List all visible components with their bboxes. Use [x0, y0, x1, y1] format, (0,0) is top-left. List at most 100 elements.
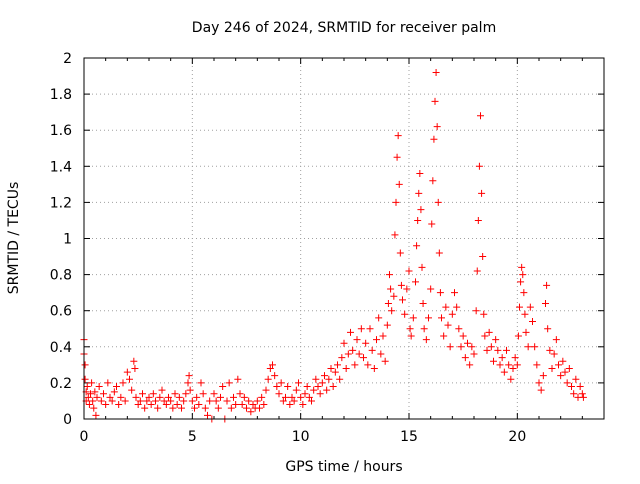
data-point	[529, 318, 536, 326]
data-point	[357, 325, 365, 333]
data-point	[391, 231, 399, 239]
data-point	[464, 339, 471, 347]
data-point	[576, 383, 584, 391]
data-point	[544, 325, 552, 333]
data-point	[325, 375, 333, 383]
data-point	[457, 343, 465, 351]
data-point	[110, 388, 118, 396]
data-point	[100, 390, 107, 398]
data-point	[373, 336, 380, 344]
y-tick-label: 0	[63, 412, 72, 428]
data-point	[288, 393, 296, 401]
data-point	[427, 285, 435, 293]
data-point	[236, 390, 244, 398]
data-point	[95, 383, 103, 391]
data-point	[543, 281, 551, 289]
data-point	[89, 397, 97, 405]
data-point	[117, 393, 125, 401]
data-point	[417, 206, 425, 214]
data-point	[145, 393, 153, 401]
data-point	[413, 242, 421, 250]
data-point	[336, 375, 344, 383]
data-point	[572, 375, 580, 383]
data-point	[438, 314, 445, 322]
data-point	[425, 314, 432, 322]
data-point	[526, 303, 534, 311]
y-tick-label: 0.6	[50, 304, 72, 320]
data-point	[344, 350, 352, 358]
data-point	[490, 357, 497, 365]
data-point	[448, 310, 456, 318]
data-point	[119, 379, 127, 387]
data-point	[225, 379, 233, 387]
data-points	[80, 68, 587, 423]
data-point	[368, 346, 376, 354]
data-point	[555, 361, 562, 369]
data-point	[290, 397, 298, 405]
data-point	[415, 189, 423, 197]
data-point	[156, 393, 164, 401]
data-point	[87, 390, 94, 398]
data-point	[399, 296, 406, 304]
data-point	[292, 386, 300, 394]
data-point	[84, 393, 92, 401]
data-point	[520, 289, 528, 297]
data-point	[323, 386, 331, 394]
data-point	[461, 354, 469, 362]
data-point	[132, 393, 140, 401]
data-point	[466, 361, 474, 369]
x-tick-label: 20	[508, 429, 526, 445]
data-point	[430, 135, 438, 143]
data-point	[401, 310, 409, 318]
y-tick-label: 1	[63, 232, 72, 248]
data-point	[406, 325, 414, 333]
data-point	[234, 375, 242, 383]
data-point	[533, 361, 541, 369]
data-point	[243, 404, 250, 412]
data-point	[210, 390, 218, 398]
data-point	[185, 372, 193, 380]
data-point	[563, 379, 571, 387]
data-point	[518, 263, 526, 271]
data-point	[88, 379, 96, 387]
y-tick-label: 1.4	[50, 159, 72, 175]
y-tick-label: 0.4	[50, 340, 72, 356]
data-point	[85, 401, 93, 409]
data-point	[316, 390, 324, 398]
data-point	[492, 336, 500, 344]
data-point	[578, 390, 586, 398]
data-point	[453, 303, 461, 311]
data-point	[455, 325, 463, 333]
data-point	[108, 397, 116, 405]
data-point	[232, 401, 240, 409]
data-point	[301, 390, 309, 398]
data-point	[496, 361, 504, 369]
data-point	[418, 263, 426, 271]
data-point	[305, 393, 313, 401]
data-point	[204, 411, 211, 419]
data-point	[480, 310, 488, 318]
data-point	[184, 379, 192, 387]
x-tick-label: 10	[292, 429, 310, 445]
data-point	[160, 397, 168, 405]
data-point	[158, 386, 166, 394]
data-point	[126, 375, 133, 383]
data-point	[182, 390, 190, 398]
data-point	[387, 285, 395, 293]
data-point	[327, 364, 335, 372]
data-point	[517, 278, 525, 286]
data-point	[435, 249, 443, 257]
data-point	[429, 177, 437, 185]
data-point	[514, 332, 522, 340]
data-point	[191, 404, 198, 412]
data-point	[487, 343, 495, 351]
data-point	[277, 379, 285, 387]
data-point	[507, 375, 515, 383]
data-point	[442, 303, 450, 311]
data-point	[531, 343, 539, 351]
data-point	[81, 361, 89, 369]
data-point	[431, 97, 439, 105]
data-point	[275, 390, 283, 398]
data-point	[481, 332, 489, 340]
